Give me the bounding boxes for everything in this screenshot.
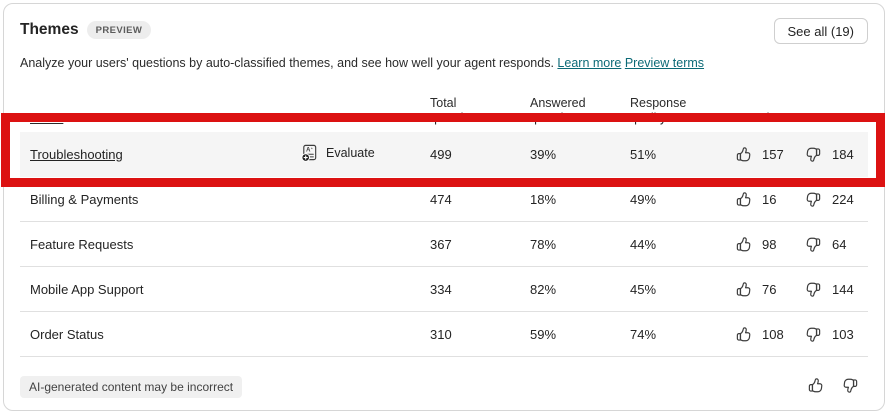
response-quality-value: 74% <box>630 326 657 342</box>
thumbs-down-count: 103 <box>832 326 854 342</box>
evaluate-icon: A * <box>301 144 317 162</box>
themes-card: Themes PREVIEW See all (19) Analyze your… <box>3 3 885 411</box>
thumb-up-icon <box>736 236 751 251</box>
thumbs-down-count: 184 <box>832 146 854 162</box>
thumbs-down-count: 144 <box>832 281 854 297</box>
answered-questions-value: 59% <box>530 326 557 342</box>
response-quality-value: 51% <box>630 146 657 162</box>
response-quality-value: 49% <box>630 191 657 207</box>
total-questions-value: 474 <box>430 191 452 207</box>
answered-questions-value: 82% <box>530 281 557 297</box>
preview-badge: PREVIEW <box>86 21 152 39</box>
response-quality-value: 44% <box>630 236 657 252</box>
thumb-down-icon <box>843 378 858 393</box>
column-header-response-quality[interactable]: Response quality <box>630 96 687 125</box>
thumb-down-icon <box>806 192 821 207</box>
thumbs-up-count: 16 <box>762 191 777 207</box>
reactions-cell: 76 144 <box>730 280 872 299</box>
feedback-thumb-down-button[interactable] <box>841 376 860 398</box>
thumbs-up-count: 108 <box>762 326 784 342</box>
thumb-up-icon <box>736 191 751 206</box>
svg-text:A: A <box>306 147 311 154</box>
reactions-cell: 108 103 <box>730 325 872 344</box>
table-header-row: Name Total questions Answered questions … <box>20 86 868 132</box>
description: Analyze your users' questions by auto-cl… <box>20 55 868 72</box>
table-row[interactable]: Order Status A * 310 59% 74% 108 103 <box>20 312 868 357</box>
page-title: Themes <box>20 21 79 38</box>
thumb-down-icon <box>806 147 821 162</box>
thumbs-down-count: 64 <box>832 236 847 252</box>
table-row[interactable]: Troubleshooting A * Evaluate 499 39% 51%… <box>20 132 868 177</box>
reactions-cell: 16 224 <box>730 190 872 209</box>
svg-text:*: * <box>311 146 313 152</box>
see-all-button[interactable]: See all (19) <box>773 18 868 44</box>
total-questions-value: 310 <box>430 326 452 342</box>
table-row[interactable]: Billing & Payments A * 474 18% 49% 16 <box>20 177 868 222</box>
column-header-total-questions[interactable]: Total questions <box>430 96 484 125</box>
description-text: Analyze your users' questions by auto-cl… <box>20 56 554 70</box>
thumb-up-icon <box>736 326 751 341</box>
thumbs-up-count: 98 <box>762 236 777 252</box>
theme-name-link[interactable]: Troubleshooting <box>30 146 123 162</box>
card-header: Themes PREVIEW See all (19) <box>20 18 868 48</box>
thumb-down-icon <box>806 237 821 252</box>
thumb-up-icon <box>736 281 751 296</box>
preview-terms-link[interactable]: Preview terms <box>624 56 705 70</box>
table-row[interactable]: Feature Requests A * 367 78% 44% 98 6 <box>20 222 868 267</box>
feedback-controls <box>806 376 868 398</box>
thumb-down-icon <box>806 282 821 297</box>
answered-questions-value: 39% <box>530 146 557 162</box>
thumb-up-icon <box>808 378 823 393</box>
response-quality-value: 45% <box>630 281 657 297</box>
theme-name-link[interactable]: Order Status <box>30 326 104 342</box>
reactions-cell: 98 64 <box>730 235 872 254</box>
total-questions-value: 367 <box>430 236 452 252</box>
reactions-cell: 157 184 <box>730 145 872 164</box>
answered-questions-value: 78% <box>530 236 557 252</box>
column-header-answered-questions[interactable]: Answered questions <box>530 96 586 125</box>
theme-name-link[interactable]: Billing & Payments <box>30 191 139 207</box>
thumbs-up-count: 76 <box>762 281 777 297</box>
evaluate-button[interactable]: A * Evaluate <box>300 143 375 162</box>
table-row[interactable]: Mobile App Support A * 334 82% 45% 76 <box>20 267 868 312</box>
thumb-up-icon <box>736 146 751 161</box>
total-questions-value: 334 <box>430 281 452 297</box>
total-questions-value: 499 <box>430 146 452 162</box>
ai-disclaimer: AI-generated content may be incorrect <box>20 376 243 398</box>
theme-name-link[interactable]: Mobile App Support <box>30 281 144 297</box>
theme-name-link[interactable]: Feature Requests <box>30 236 134 252</box>
column-header-reactions[interactable]: Reactions <box>734 111 790 125</box>
card-footer: AI-generated content may be incorrect <box>20 376 868 398</box>
thumbs-down-count: 224 <box>832 191 854 207</box>
answered-questions-value: 18% <box>530 191 557 207</box>
table-body: Troubleshooting A * Evaluate 499 39% 51%… <box>20 132 868 357</box>
thumbs-up-count: 157 <box>762 146 784 162</box>
thumb-down-icon <box>806 327 821 342</box>
column-header-name[interactable]: Name <box>30 111 64 125</box>
learn-more-link[interactable]: Learn more <box>557 56 622 70</box>
feedback-thumb-up-button[interactable] <box>806 376 825 398</box>
